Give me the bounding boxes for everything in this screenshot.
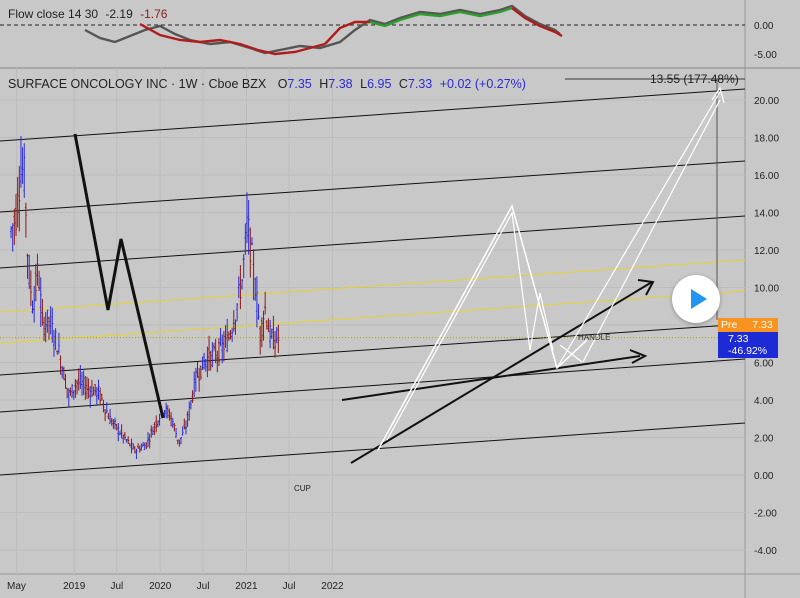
x-tick-label: Jul bbox=[110, 581, 123, 592]
play-icon bbox=[691, 289, 707, 309]
channel-line-yellow bbox=[0, 259, 746, 313]
channel-line bbox=[0, 215, 746, 269]
last-value: 7.33 bbox=[728, 333, 749, 345]
interval: 1W bbox=[178, 77, 198, 91]
flow-line-green bbox=[369, 6, 513, 28]
pre-label: Pre bbox=[721, 319, 738, 331]
indicator-axis-label: 0.00 bbox=[754, 21, 774, 32]
x-tick-label: Jul bbox=[283, 581, 296, 592]
indicator-value-2: -1.76 bbox=[140, 7, 168, 21]
y-tick-label: 12.00 bbox=[754, 246, 779, 257]
support-arrow-head bbox=[629, 349, 648, 364]
play-button[interactable] bbox=[672, 275, 720, 323]
pattern-drawings bbox=[73, 86, 725, 464]
x-tick-label: 2021 bbox=[235, 581, 258, 592]
flow-line-gray bbox=[84, 4, 561, 55]
handle-label: HANDLE bbox=[578, 333, 610, 342]
x-tick-label: May bbox=[7, 581, 26, 592]
y-tick-label: 16.00 bbox=[754, 171, 779, 182]
y-tick-label: -2.00 bbox=[754, 509, 777, 520]
flow-line-red bbox=[139, 22, 326, 56]
pre-value: 7.33 bbox=[752, 319, 773, 331]
x-tick-label: Jul bbox=[197, 581, 210, 592]
open-value: 7.35 bbox=[287, 77, 312, 91]
change-value: +0.02 (+0.27%) bbox=[439, 77, 526, 91]
time-axis: May 2019 Jul 2020 Jul 2021 Jul 2022 bbox=[7, 581, 344, 592]
channel-line bbox=[0, 88, 746, 142]
projection-line-2 bbox=[582, 99, 721, 363]
pre-market-tag: Pre 7.33 bbox=[718, 318, 778, 332]
x-tick-label: 2022 bbox=[321, 581, 344, 592]
last-change: -46.92% bbox=[728, 345, 768, 357]
symbol-name: SURFACE ONCOLOGY INC bbox=[8, 77, 168, 91]
indicator-name: Flow close 14 30 bbox=[8, 7, 99, 21]
y-tick-label: -4.00 bbox=[754, 546, 777, 557]
y-tick-label: 6.00 bbox=[754, 359, 774, 370]
channel-line bbox=[0, 160, 746, 213]
channel-line bbox=[0, 358, 746, 413]
indicator-value-1: -2.19 bbox=[105, 7, 133, 21]
y-tick-label: 2.00 bbox=[754, 434, 774, 445]
close-value: 7.33 bbox=[407, 77, 433, 91]
y-tick-label: 4.00 bbox=[754, 396, 774, 407]
y-tick-label: 10.00 bbox=[754, 284, 779, 295]
open-label: O bbox=[277, 77, 288, 91]
last-price-tag: 7.33 -46.92% bbox=[718, 332, 778, 358]
close-label: C bbox=[398, 77, 408, 91]
projection-link bbox=[559, 344, 583, 363]
decline-zigzag bbox=[73, 133, 165, 419]
rising-arrow-head bbox=[637, 279, 655, 296]
y-tick-label: 20.00 bbox=[754, 96, 779, 107]
symbol-legend[interactable]: SURFACE ONCOLOGY INC · 1W · Cboe BZX O7.… bbox=[8, 77, 526, 91]
price-candles bbox=[10, 136, 280, 460]
channel-line bbox=[0, 323, 746, 376]
white-zigzag-inner bbox=[386, 211, 554, 441]
high-value: 7.38 bbox=[328, 77, 353, 91]
flow-indicator: 0.00 -5.00 bbox=[0, 4, 777, 61]
flow-line-red bbox=[511, 7, 563, 38]
exchange: Cboe BZX bbox=[208, 77, 267, 91]
low-value: 6.95 bbox=[367, 77, 392, 91]
projection-arrow-head bbox=[711, 86, 725, 104]
flow-line-red bbox=[324, 20, 370, 45]
x-tick-label: 2019 bbox=[63, 581, 86, 592]
projection-line-1 bbox=[556, 91, 721, 369]
target-label: 13.55 (177.48%) bbox=[650, 72, 739, 86]
indicator-axis-label: -5.00 bbox=[754, 50, 777, 61]
low-label: L bbox=[360, 77, 368, 91]
y-tick-label: 18.00 bbox=[754, 134, 779, 145]
high-label: H bbox=[319, 77, 329, 91]
rising-arrow-line bbox=[350, 281, 653, 464]
price-axis: 20.0018.0016.0014.0012.0010.008.006.004.… bbox=[754, 96, 779, 557]
x-tick-label: 2020 bbox=[149, 581, 172, 592]
cup-label: CUP bbox=[294, 484, 311, 493]
y-tick-label: 14.00 bbox=[754, 209, 779, 220]
indicator-legend[interactable]: Flow close 14 30 -2.19 -1.76 bbox=[8, 7, 167, 21]
y-tick-label: 0.00 bbox=[754, 471, 774, 482]
